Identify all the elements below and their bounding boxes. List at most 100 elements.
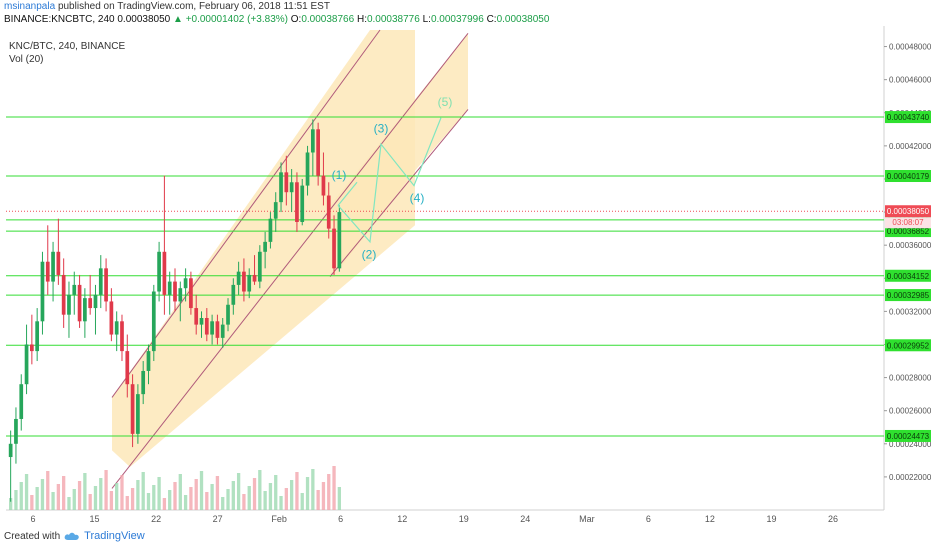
current-price-label: 0.00038050 xyxy=(887,207,930,216)
volume-bar xyxy=(284,488,288,510)
candle-body xyxy=(14,418,18,444)
candle-body xyxy=(141,370,146,395)
close-label: C: xyxy=(486,14,497,25)
volume-bar xyxy=(199,471,204,510)
candle-body xyxy=(189,278,193,309)
candle-body xyxy=(284,172,289,193)
volume-bar xyxy=(300,493,304,510)
level-label-bg xyxy=(885,269,931,282)
channel-upper-line xyxy=(111,29,381,398)
symbol-label: BINANCE:KNCBTC, 240 xyxy=(4,14,115,25)
volume-bar xyxy=(337,487,341,510)
level-label: 0.00034152 xyxy=(887,272,930,281)
candle-body xyxy=(109,301,114,335)
channel-fill-projection xyxy=(330,33,468,269)
candle-body xyxy=(252,274,257,282)
volume-bar xyxy=(189,487,193,510)
candle-body xyxy=(136,394,140,434)
wave-connector xyxy=(337,181,358,206)
volume-bar xyxy=(231,481,235,510)
candle-body xyxy=(268,218,273,242)
candle-body xyxy=(173,281,177,302)
x-tick-label: Mar xyxy=(579,514,595,524)
candle-body xyxy=(93,294,98,309)
candle-body xyxy=(40,261,45,322)
y-tick-label: 0.00046000 xyxy=(889,76,932,85)
volume-bar xyxy=(194,479,198,510)
candle-body xyxy=(51,251,55,282)
last-price: 0.00038050 xyxy=(117,14,171,25)
candle-body xyxy=(295,182,299,222)
candle-body xyxy=(67,294,71,315)
candle-body xyxy=(130,384,135,434)
volume-bar xyxy=(327,474,331,510)
level-label: 0.00029952 xyxy=(887,341,930,350)
wave-label: (3) xyxy=(374,122,389,136)
level-label-bg xyxy=(885,170,931,183)
candle-body xyxy=(104,268,108,302)
candle-body xyxy=(24,344,29,385)
x-tick-label: 19 xyxy=(766,514,776,524)
x-tick-label: 15 xyxy=(90,514,100,524)
candle-body xyxy=(157,251,161,292)
level-label: 0.00032985 xyxy=(887,291,930,300)
volume-bar xyxy=(205,492,209,510)
volume-bar xyxy=(221,497,225,510)
candle-body xyxy=(61,274,66,315)
volume-bar xyxy=(258,470,262,510)
volume-bar xyxy=(268,483,273,510)
volume-bar xyxy=(72,489,76,510)
price-change: +0.00001402 (+3.83%) xyxy=(185,14,288,25)
level-label-bg xyxy=(885,289,931,302)
open-label: O: xyxy=(290,14,302,25)
volume-bar xyxy=(14,490,18,510)
tradingview-cloud-icon xyxy=(64,532,79,540)
price-chart[interactable]: 6 15 22 27 Feb 6 12 19 24 Mar 6 12 19 26 0.00048000 0.0… xyxy=(0,0,932,528)
y-tick-label: 0.00032000 xyxy=(889,307,932,316)
author-link[interactable]: msinanpala xyxy=(4,1,56,12)
candle-body xyxy=(178,288,183,302)
volume-bar xyxy=(120,475,124,510)
y-tick-label: 0.00022000 xyxy=(889,473,932,482)
volume-bar xyxy=(295,472,299,510)
volume-bar xyxy=(263,491,267,510)
candle-body xyxy=(257,251,262,282)
legend-volume: Vol (20) xyxy=(9,54,44,65)
candle-body xyxy=(30,344,34,352)
x-tick-label: 6 xyxy=(646,514,651,524)
volume-bar xyxy=(56,484,61,510)
volume-bar xyxy=(115,483,119,510)
volume-bar xyxy=(178,474,182,510)
y-tick-label: 0.00028000 xyxy=(889,374,932,383)
y-tick-label: 0.00042000 xyxy=(889,142,932,151)
candle-body xyxy=(88,298,93,309)
countdown-label-bg xyxy=(885,217,931,229)
x-tick-label: 27 xyxy=(213,514,223,524)
volume-bar xyxy=(51,492,55,510)
volume-bar xyxy=(252,478,257,510)
volume-bar xyxy=(152,485,156,510)
level-label: 0.00043740 xyxy=(887,113,930,122)
volume-bar xyxy=(321,482,326,510)
volume-bar xyxy=(125,496,129,510)
candle-body xyxy=(247,274,252,292)
low-value: 0.00037996 xyxy=(430,14,484,25)
y-tick-label: 0.00024000 xyxy=(889,440,932,449)
volume-bar xyxy=(168,490,172,510)
candle-body xyxy=(35,321,40,352)
candle-body xyxy=(226,304,230,325)
x-tick-label: 6 xyxy=(30,514,35,524)
volume-bar xyxy=(77,481,82,510)
high-value: 0.00038776 xyxy=(366,14,420,25)
volume-bar xyxy=(173,482,177,510)
publication-header: msinanpala published on TradingView.com,… xyxy=(4,1,330,13)
wave-label: (1) xyxy=(332,168,347,182)
volume-bar xyxy=(210,484,214,510)
volume-bar xyxy=(130,488,135,510)
close-value: 0.00038050 xyxy=(496,14,550,25)
low-label: L: xyxy=(422,14,431,25)
level-label-bg xyxy=(885,429,931,442)
tradingview-brand-link[interactable]: TradingView xyxy=(84,530,145,542)
volume-bar xyxy=(162,498,167,510)
candle-body xyxy=(305,152,310,186)
